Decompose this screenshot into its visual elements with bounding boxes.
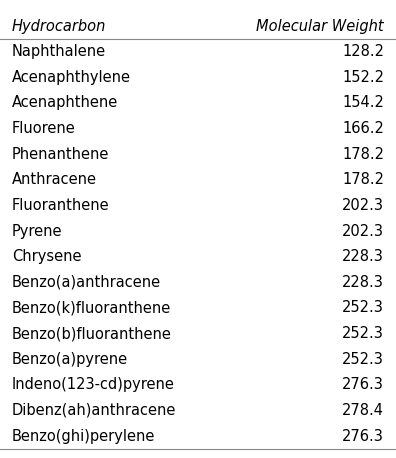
Text: 252.3: 252.3 [342,326,384,341]
Text: 178.2: 178.2 [342,147,384,162]
Text: Indeno(123-cd)pyrene: Indeno(123-cd)pyrene [12,377,175,393]
Text: 154.2: 154.2 [342,95,384,110]
Text: 178.2: 178.2 [342,172,384,187]
Text: Chrysene: Chrysene [12,249,82,264]
Text: 252.3: 252.3 [342,352,384,367]
Text: Molecular Weight: Molecular Weight [257,19,384,34]
Text: 128.2: 128.2 [342,44,384,59]
Text: 276.3: 276.3 [342,429,384,443]
Text: 278.4: 278.4 [342,403,384,418]
Text: Benzo(ghi)perylene: Benzo(ghi)perylene [12,429,155,443]
Text: Benzo(a)anthracene: Benzo(a)anthracene [12,275,161,290]
Text: Fluoranthene: Fluoranthene [12,198,110,213]
Text: Fluorene: Fluorene [12,121,76,136]
Text: Hydrocarbon: Hydrocarbon [12,19,106,34]
Text: Pyrene: Pyrene [12,224,63,239]
Text: 152.2: 152.2 [342,70,384,85]
Text: 252.3: 252.3 [342,300,384,316]
Text: Naphthalene: Naphthalene [12,44,106,59]
Text: 276.3: 276.3 [342,377,384,393]
Text: 202.3: 202.3 [342,224,384,239]
Text: 202.3: 202.3 [342,198,384,213]
Text: 228.3: 228.3 [342,275,384,290]
Text: Phenanthene: Phenanthene [12,147,109,162]
Text: 228.3: 228.3 [342,249,384,264]
Text: Benzo(k)fluoranthene: Benzo(k)fluoranthene [12,300,171,316]
Text: Acenaphthylene: Acenaphthylene [12,70,131,85]
Text: Dibenz(ah)anthracene: Dibenz(ah)anthracene [12,403,176,418]
Text: Acenaphthene: Acenaphthene [12,95,118,110]
Text: Benzo(a)pyrene: Benzo(a)pyrene [12,352,128,367]
Text: Anthracene: Anthracene [12,172,97,187]
Text: Benzo(b)fluoranthene: Benzo(b)fluoranthene [12,326,172,341]
Text: 166.2: 166.2 [342,121,384,136]
